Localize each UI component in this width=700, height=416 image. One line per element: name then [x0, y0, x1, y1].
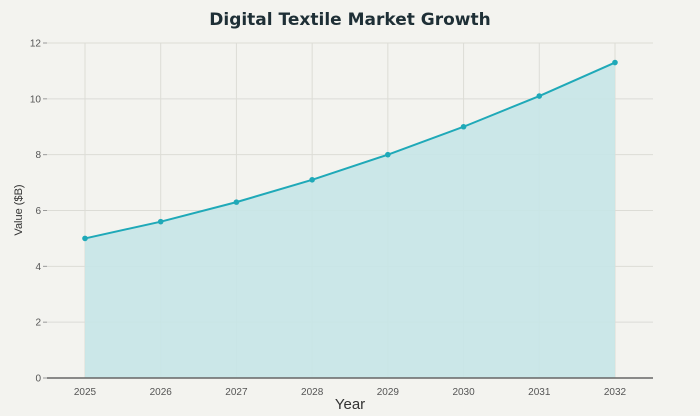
y-tick-label: 10: [30, 94, 42, 105]
y-tick-label: 0: [35, 374, 41, 385]
x-tick-label: 2031: [528, 387, 551, 398]
data-point: [309, 176, 315, 183]
data-point: [460, 123, 467, 130]
data-point: [536, 93, 543, 99]
data-point: [612, 59, 618, 66]
y-tick-label: 12: [30, 39, 42, 50]
x-tick-label: 2029: [377, 387, 400, 398]
ticks: 0 2 4 6 8 10 12 2025 2026 2027 2028 2029 2030 2031 203…: [30, 39, 627, 399]
data-point: [385, 151, 391, 158]
x-tick-label: 2025: [74, 387, 97, 398]
x-axis-label: Year: [335, 396, 365, 413]
x-tick-label: 2030: [452, 387, 475, 398]
area-fill: [85, 62, 615, 379]
series-line: [84, 61, 616, 240]
y-axis-label: Value ($B): [13, 184, 25, 235]
chart-title: Digital Textile Market Growth: [209, 10, 491, 30]
data-point: [233, 199, 240, 205]
y-tick-label: 8: [35, 150, 41, 161]
x-tick-label: 2027: [225, 387, 248, 398]
data-point: [82, 235, 88, 242]
area-layer: [47, 59, 653, 379]
x-tick-label: 2026: [150, 387, 173, 398]
x-tick-label: 2032: [604, 387, 627, 398]
y-tick-label: 4: [35, 262, 41, 273]
y-tick-label: 2: [35, 318, 41, 329]
data-point: [157, 218, 164, 225]
x-tick-label: 2028: [301, 387, 324, 398]
y-tick-label: 6: [35, 206, 41, 217]
